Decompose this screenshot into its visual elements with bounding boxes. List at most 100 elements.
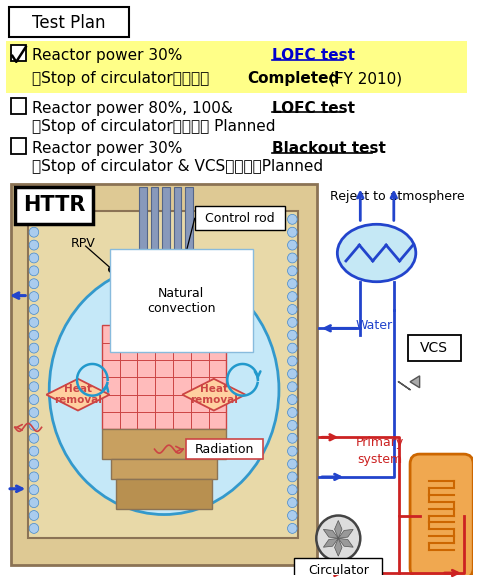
Circle shape [287, 330, 297, 340]
Circle shape [287, 446, 297, 456]
Polygon shape [338, 538, 353, 547]
Bar [186, 439, 263, 459]
Text: Test Plan: Test Plan [32, 14, 105, 32]
Circle shape [29, 369, 39, 379]
Circle shape [317, 515, 360, 561]
Circle shape [29, 214, 39, 224]
Bar [195, 207, 284, 230]
Circle shape [287, 278, 297, 289]
Bar [102, 325, 226, 430]
Text: Control rod: Control rod [205, 212, 275, 225]
Circle shape [29, 317, 39, 327]
Circle shape [287, 459, 297, 469]
Circle shape [29, 485, 39, 494]
Text: (FY 2010): (FY 2010) [329, 71, 402, 86]
Text: Radiation: Radiation [195, 443, 254, 456]
Text: HTTR: HTTR [23, 196, 85, 215]
Polygon shape [335, 538, 342, 556]
Circle shape [287, 433, 297, 443]
Polygon shape [335, 521, 342, 538]
Circle shape [29, 446, 39, 456]
Circle shape [287, 214, 297, 224]
Text: Primary
system: Primary system [355, 436, 404, 466]
Circle shape [29, 278, 39, 289]
Bar [11, 184, 317, 565]
Circle shape [287, 369, 297, 379]
Bar [174, 186, 181, 266]
Bar [9, 8, 129, 37]
Circle shape [29, 382, 39, 392]
Circle shape [29, 305, 39, 314]
Circle shape [287, 395, 297, 405]
Bar [294, 558, 382, 579]
Bar [102, 430, 226, 459]
Circle shape [29, 433, 39, 443]
Circle shape [287, 511, 297, 521]
Circle shape [287, 227, 297, 237]
Circle shape [29, 523, 39, 533]
Text: （Stop of circulator & VCS）・・・Planned: （Stop of circulator & VCS）・・・Planned [32, 159, 323, 174]
Circle shape [29, 356, 39, 366]
Polygon shape [338, 529, 353, 538]
Polygon shape [323, 529, 338, 538]
Bar [408, 335, 461, 361]
Text: Reactor power 30%: Reactor power 30% [32, 141, 182, 156]
Circle shape [287, 382, 297, 392]
Bar [111, 459, 217, 479]
Polygon shape [46, 379, 109, 411]
Circle shape [29, 343, 39, 353]
Text: LOFC test: LOFC test [272, 49, 355, 63]
Circle shape [287, 240, 297, 250]
Text: RPV: RPV [70, 237, 95, 250]
Text: Heat
removal: Heat removal [190, 384, 238, 405]
Circle shape [29, 395, 39, 405]
Bar [11, 45, 26, 61]
Polygon shape [323, 538, 338, 547]
Circle shape [287, 266, 297, 276]
Circle shape [29, 227, 39, 237]
Text: Completed: Completed [247, 71, 340, 86]
Polygon shape [410, 376, 420, 388]
Ellipse shape [337, 224, 416, 282]
Circle shape [29, 408, 39, 417]
Text: VCS: VCS [420, 341, 448, 355]
Text: Blackout test: Blackout test [272, 141, 386, 156]
Text: （Stop of circulator）・・・ Planned: （Stop of circulator）・・・ Planned [32, 119, 276, 134]
Bar [151, 186, 158, 266]
Circle shape [287, 292, 297, 302]
Text: （Stop of circulator）・・・: （Stop of circulator）・・・ [32, 71, 214, 86]
Text: Heat
removal: Heat removal [54, 384, 102, 405]
FancyBboxPatch shape [410, 454, 473, 578]
Circle shape [287, 472, 297, 482]
Circle shape [287, 356, 297, 366]
Circle shape [287, 408, 297, 417]
Bar [15, 186, 93, 224]
Circle shape [287, 253, 297, 263]
Text: Water: Water [355, 319, 392, 332]
Circle shape [287, 523, 297, 533]
Bar [6, 41, 467, 93]
Text: Reject to atmosphere: Reject to atmosphere [330, 190, 464, 203]
Circle shape [29, 253, 39, 263]
Circle shape [29, 472, 39, 482]
Circle shape [287, 305, 297, 314]
Circle shape [29, 240, 39, 250]
Bar [11, 98, 26, 114]
Circle shape [287, 420, 297, 430]
Bar [11, 138, 26, 154]
Circle shape [287, 498, 297, 508]
Bar [28, 211, 298, 538]
Circle shape [287, 317, 297, 327]
Circle shape [29, 420, 39, 430]
Text: Reactor power 80%, 100&: Reactor power 80%, 100& [32, 101, 233, 116]
Bar [162, 186, 170, 266]
Polygon shape [182, 379, 246, 411]
Circle shape [29, 266, 39, 276]
Text: Circulator: Circulator [308, 563, 369, 577]
Circle shape [29, 511, 39, 521]
Bar [116, 479, 212, 508]
Circle shape [29, 498, 39, 508]
Circle shape [29, 459, 39, 469]
Circle shape [287, 485, 297, 494]
Circle shape [29, 330, 39, 340]
